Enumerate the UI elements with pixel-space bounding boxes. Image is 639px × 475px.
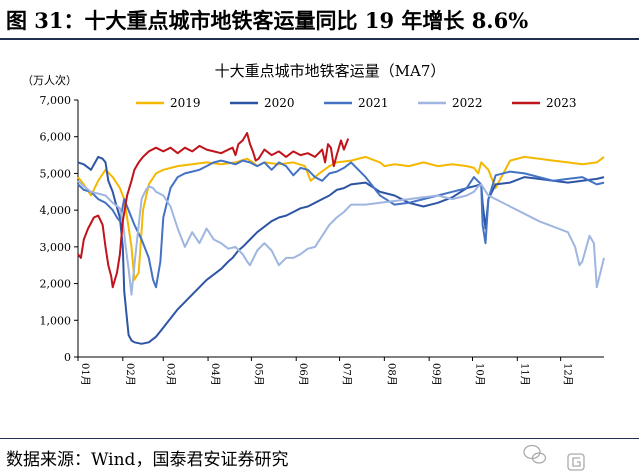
legend-label-2020: 2020 bbox=[264, 96, 295, 110]
watermark-logo bbox=[523, 444, 585, 471]
y-tick-label: 7,000 bbox=[40, 94, 72, 107]
x-tick-label: 04月 bbox=[209, 363, 221, 386]
x-tick-label: 09月 bbox=[430, 363, 442, 386]
line-chart: 十大重点城市地铁客运量（MA7） （万人次） 2019 2020 2021 2022 2… bbox=[22, 62, 605, 386]
x-tick-label: 03月 bbox=[164, 363, 176, 386]
y-tick-label: 5,000 bbox=[40, 167, 72, 180]
x-tick-label: 02月 bbox=[124, 363, 136, 386]
legend-label-2023: 2023 bbox=[546, 96, 577, 110]
chart-legend: 2019 2020 2021 2022 2023 bbox=[136, 96, 577, 110]
source-note: 数据来源：Wind，国泰君安证券研究 bbox=[6, 450, 289, 470]
gelonghui-icon bbox=[567, 453, 585, 471]
x-tick-label: 06月 bbox=[297, 363, 309, 386]
x-tick-label: 10月 bbox=[474, 363, 486, 386]
chart-title: 十大重点城市地铁客运量（MA7） bbox=[215, 62, 446, 80]
x-tick-label: 05月 bbox=[252, 363, 264, 386]
series-line-2023 bbox=[77, 132, 350, 289]
x-tick-label: 11月 bbox=[518, 363, 530, 386]
figure-title: 图 31：十大重点城市地铁客运量同比 19 年增长 8.6% bbox=[6, 8, 529, 33]
y-axis-unit: （万人次） bbox=[22, 73, 77, 87]
footer-rule bbox=[0, 438, 639, 439]
x-tick-label: 07月 bbox=[341, 363, 353, 386]
series-line-2019 bbox=[77, 155, 605, 281]
y-tick-label: 3,000 bbox=[40, 241, 72, 254]
figure-header: 图 31：十大重点城市地铁客运量同比 19 年增长 8.6% bbox=[0, 0, 639, 40]
chart-series bbox=[77, 132, 605, 345]
header-rule bbox=[0, 38, 639, 40]
series-line-2021 bbox=[77, 159, 605, 289]
y-tick-label: 0 bbox=[64, 351, 71, 364]
y-tick-label: 2,000 bbox=[40, 278, 72, 291]
legend-label-2021: 2021 bbox=[358, 96, 389, 110]
series-line-2022 bbox=[77, 180, 605, 296]
y-tick-label: 6,000 bbox=[40, 131, 72, 144]
y-tick-label: 4,000 bbox=[40, 204, 72, 217]
legend-label-2019: 2019 bbox=[170, 96, 201, 110]
series-line-2020 bbox=[77, 155, 605, 345]
legend-label-2022: 2022 bbox=[452, 96, 483, 110]
y-tick-label: 1,000 bbox=[40, 314, 72, 327]
wechat-icon bbox=[523, 444, 547, 464]
x-tick-label: 12月 bbox=[562, 363, 574, 386]
x-tick-label: 08月 bbox=[385, 363, 397, 386]
x-tick-label: 01月 bbox=[79, 363, 91, 386]
chart-axes: 0 1,000 2,000 3,000 4,000 5,000 6,000 7,000 01月 0… bbox=[40, 94, 604, 386]
